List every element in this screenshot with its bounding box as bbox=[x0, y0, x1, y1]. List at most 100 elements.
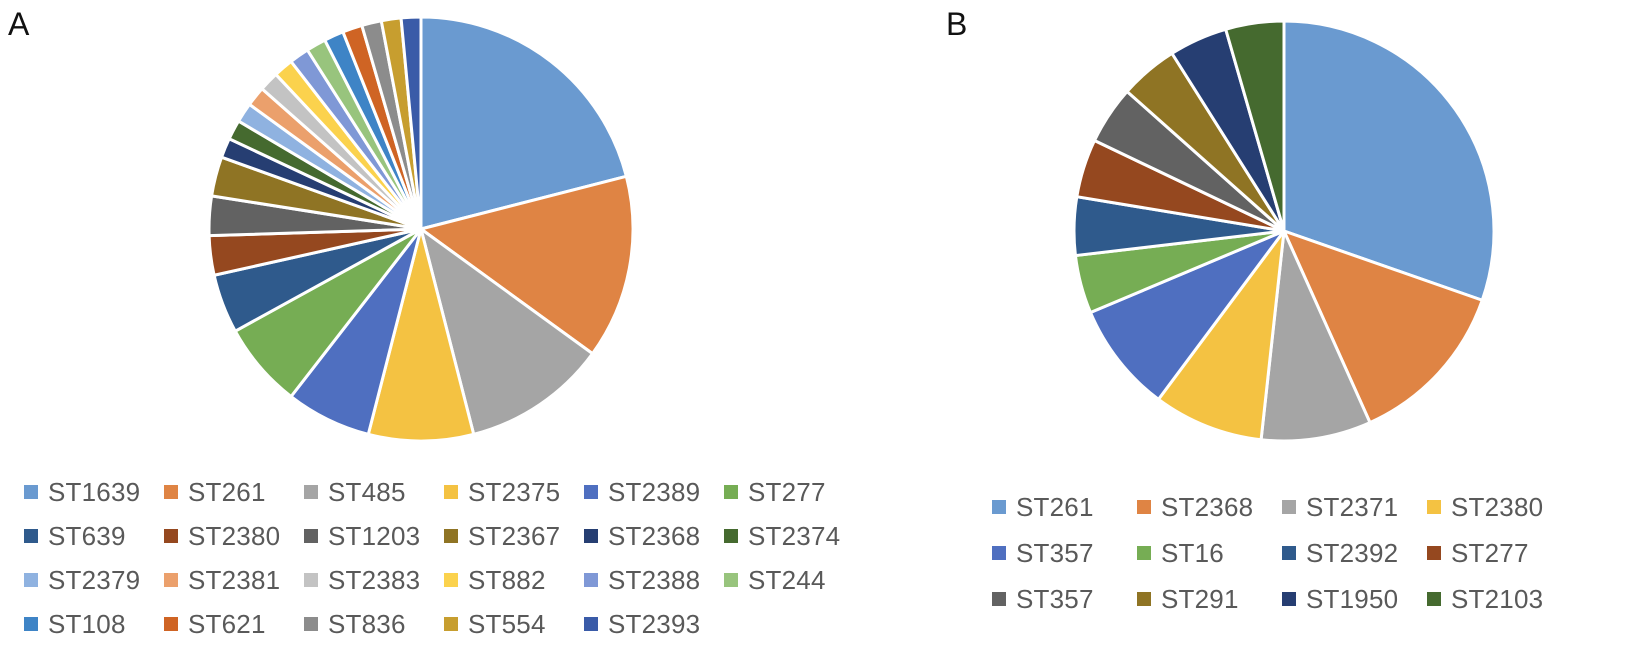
pie-chart-b bbox=[1072, 19, 1496, 443]
legend-label: ST836 bbox=[328, 608, 406, 639]
legend-item-b-8: ST357 bbox=[992, 576, 1137, 622]
legend-swatch bbox=[1282, 500, 1296, 514]
legend-label: ST882 bbox=[468, 564, 546, 595]
legend-swatch bbox=[24, 485, 38, 499]
pie-slice-b-3 bbox=[1156, 229, 1286, 442]
legend-item-b-2: ST2371 bbox=[1282, 484, 1427, 530]
legend-label: ST485 bbox=[328, 476, 406, 507]
legend-item-b-1: ST2368 bbox=[1137, 484, 1282, 530]
legend-label: ST2367 bbox=[468, 520, 561, 551]
legend-item-a-6: ST639 bbox=[24, 514, 164, 558]
legend-item-a-10: ST2368 bbox=[584, 514, 724, 558]
panel-label-a: A bbox=[8, 6, 30, 42]
legend-item-a-16: ST2388 bbox=[584, 558, 724, 602]
legend-item-b-6: ST2392 bbox=[1282, 530, 1427, 576]
legend-item-a-18: ST108 bbox=[24, 602, 164, 646]
legend-swatch bbox=[1427, 546, 1441, 560]
pie-slice-a-1 bbox=[419, 174, 635, 356]
legend-item-a-11: ST2374 bbox=[724, 514, 874, 558]
legend-item-a-22: ST2393 bbox=[584, 602, 724, 646]
legend-label: ST2393 bbox=[608, 608, 701, 639]
legend-label: ST2374 bbox=[748, 520, 841, 551]
legend-item-b-10: ST1950 bbox=[1282, 576, 1427, 622]
legend-label: ST2380 bbox=[188, 520, 281, 551]
legend-item-a-21: ST554 bbox=[444, 602, 584, 646]
legend-item-a-1: ST261 bbox=[164, 470, 304, 514]
legend-label: ST2103 bbox=[1451, 583, 1544, 614]
legend-label: ST2368 bbox=[608, 520, 701, 551]
legend-swatch bbox=[304, 485, 318, 499]
legend-item-a-15: ST882 bbox=[444, 558, 584, 602]
legend-label: ST1203 bbox=[328, 520, 421, 551]
legend-swatch bbox=[164, 485, 178, 499]
legend-label: ST2368 bbox=[1161, 491, 1254, 522]
legend-swatch bbox=[24, 573, 38, 587]
pie-slice-b-1 bbox=[1282, 229, 1484, 425]
legend-label: ST2375 bbox=[468, 476, 561, 507]
legend-label: ST277 bbox=[748, 476, 826, 507]
pie-slice-b-11 bbox=[1224, 19, 1286, 233]
legend-label: ST108 bbox=[48, 608, 126, 639]
legend-swatch bbox=[1282, 546, 1296, 560]
legend-swatch bbox=[164, 529, 178, 543]
legend-label: ST2389 bbox=[608, 476, 701, 507]
legend-swatch bbox=[584, 617, 598, 631]
legend-item-b-11: ST2103 bbox=[1427, 576, 1567, 622]
legend-item-a-17: ST244 bbox=[724, 558, 874, 602]
pie-slice-a-2 bbox=[419, 227, 595, 436]
legend-swatch bbox=[1137, 500, 1151, 514]
legend-label: ST244 bbox=[748, 564, 826, 595]
legend-label: ST639 bbox=[48, 520, 126, 551]
pie-slice-a-22 bbox=[399, 15, 423, 231]
legend-swatch bbox=[584, 485, 598, 499]
legend-swatch bbox=[444, 573, 458, 587]
legend-item-b-4: ST357 bbox=[992, 530, 1137, 576]
legend-label: ST357 bbox=[1016, 583, 1094, 614]
legend-swatch bbox=[1137, 592, 1151, 606]
legend-item-a-7: ST2380 bbox=[164, 514, 304, 558]
legend-swatch bbox=[444, 617, 458, 631]
legend-item-a-12: ST2379 bbox=[24, 558, 164, 602]
legend-item-a-2: ST485 bbox=[304, 470, 444, 514]
legend-b: ST261 ST2368 ST2371 ST2380 ST357 ST16 ST2392 ST… bbox=[992, 484, 1567, 622]
legend-item-a-0: ST1639 bbox=[24, 470, 164, 514]
legend-swatch bbox=[1282, 592, 1296, 606]
legend-item-a-13: ST2381 bbox=[164, 558, 304, 602]
legend-swatch bbox=[304, 573, 318, 587]
legend-swatch bbox=[992, 546, 1006, 560]
pie-panel-b: B ST261 ST2368 ST2371 ST2380 ST357 ST16 ST2392… bbox=[940, 0, 1633, 668]
legend-item-a-4: ST2389 bbox=[584, 470, 724, 514]
legend-swatch bbox=[1427, 500, 1441, 514]
legend-item-a-3: ST2375 bbox=[444, 470, 584, 514]
legend-swatch bbox=[992, 500, 1006, 514]
panel-label-b: B bbox=[946, 6, 968, 42]
legend-swatch bbox=[24, 617, 38, 631]
legend-label: ST621 bbox=[188, 608, 266, 639]
legend-swatch bbox=[724, 529, 738, 543]
legend-label: ST2388 bbox=[608, 564, 701, 595]
pie-slice-a-0 bbox=[419, 15, 628, 231]
legend-label: ST261 bbox=[188, 476, 266, 507]
legend-label: ST2371 bbox=[1306, 491, 1399, 522]
legend-swatch bbox=[164, 573, 178, 587]
legend-label: ST16 bbox=[1161, 537, 1224, 568]
legend-label: ST2392 bbox=[1306, 537, 1399, 568]
legend-a: ST1639 ST261 ST485 ST2375 ST2389 ST277 ST639 ST… bbox=[24, 470, 874, 646]
legend-label: ST2379 bbox=[48, 564, 141, 595]
legend-item-a-20: ST836 bbox=[304, 602, 444, 646]
pie-slice-b-4 bbox=[1088, 229, 1286, 401]
legend-swatch bbox=[992, 592, 1006, 606]
legend-label: ST261 bbox=[1016, 491, 1094, 522]
legend-item-b-0: ST261 bbox=[992, 484, 1137, 530]
legend-label: ST291 bbox=[1161, 583, 1239, 614]
legend-swatch bbox=[584, 573, 598, 587]
legend-label: ST2381 bbox=[188, 564, 281, 595]
legend-swatch bbox=[724, 485, 738, 499]
legend-item-a-5: ST277 bbox=[724, 470, 874, 514]
pie-slice-b-0 bbox=[1282, 19, 1496, 302]
legend-item-a-8: ST1203 bbox=[304, 514, 444, 558]
legend-label: ST554 bbox=[468, 608, 546, 639]
legend-item-a-14: ST2383 bbox=[304, 558, 444, 602]
pie-slice-a-3 bbox=[366, 227, 476, 443]
legend-swatch bbox=[24, 529, 38, 543]
